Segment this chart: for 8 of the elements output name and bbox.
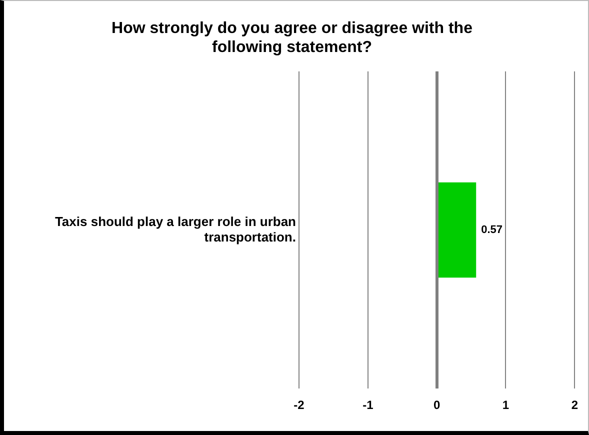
x-tick-label: 1 [502, 398, 510, 412]
x-tick-label: 2 [571, 398, 578, 412]
x-tick-label: -2 [294, 398, 305, 412]
data-label: 0.57 [481, 224, 503, 236]
chart-title: How strongly do you agree or disagree with the following statement? [112, 20, 473, 56]
y-tick-label: Taxis should play a larger role in urban transportation. [54, 214, 296, 244]
x-tick-label: 0 [433, 398, 440, 412]
x-tick-label: -1 [362, 398, 374, 412]
